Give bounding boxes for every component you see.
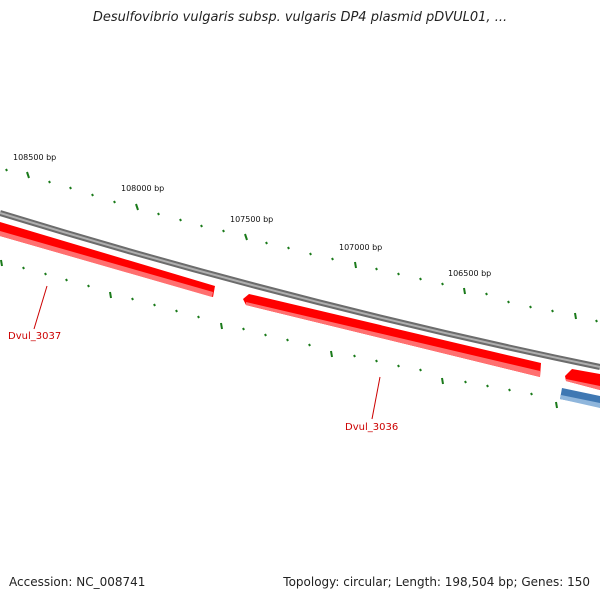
tick-row-lower bbox=[0, 259, 558, 409]
gene-arrow-blue[interactable] bbox=[560, 388, 600, 408]
footer-stats: Topology: circular; Length: 198,504 bp; … bbox=[283, 575, 590, 589]
gene-leader-dvul-3037 bbox=[33, 285, 48, 330]
tick-row-upper bbox=[5, 168, 598, 323]
bp-label-108500: 108500 bp bbox=[13, 153, 56, 162]
gene-label-dvul-3036[interactable]: Dvul_3036 bbox=[345, 422, 398, 433]
bp-label-108000: 108000 bp bbox=[121, 184, 164, 193]
bp-label-107500: 107500 bp bbox=[230, 215, 273, 224]
bp-label-106500: 106500 bp bbox=[448, 269, 491, 278]
plasmid-backbone bbox=[0, 210, 600, 370]
gene-arrow-next-red[interactable] bbox=[565, 369, 600, 390]
map-title: Desulfovibrio vulgaris subsp. vulgaris D… bbox=[92, 10, 508, 25]
gene-arrow-dvul-3037[interactable] bbox=[0, 222, 215, 297]
gene-label-dvul-3037[interactable]: Dvul_3037 bbox=[8, 331, 61, 342]
footer-accession: Accession: NC_008741 bbox=[9, 575, 146, 589]
gene-leader-dvul-3036 bbox=[371, 376, 381, 420]
gene-arrow-dvul-3036[interactable] bbox=[243, 294, 541, 377]
bp-label-107000: 107000 bp bbox=[339, 243, 382, 252]
